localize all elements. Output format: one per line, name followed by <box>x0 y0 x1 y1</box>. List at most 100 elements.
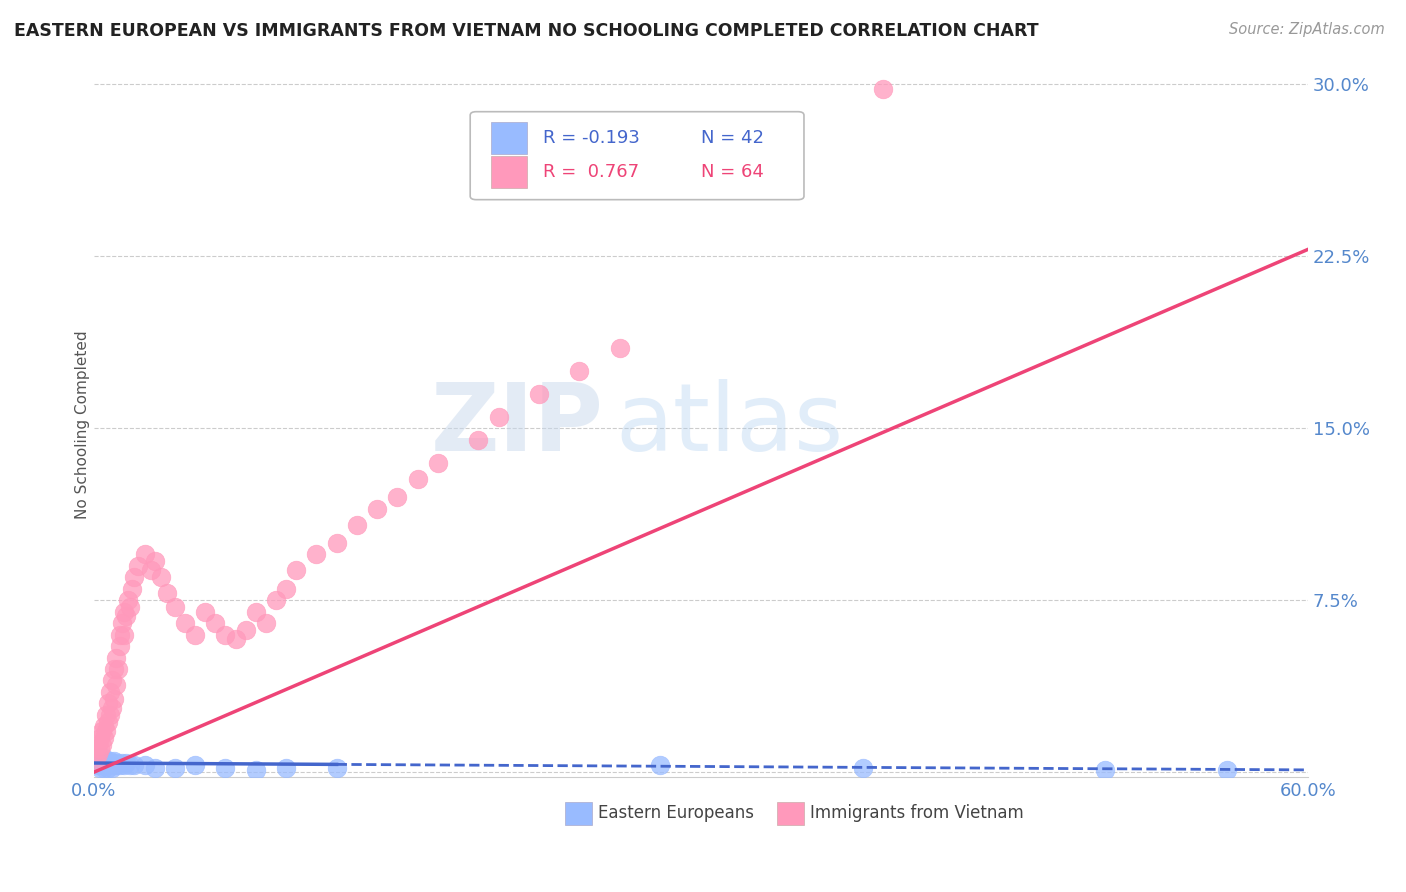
Point <box>852 761 875 775</box>
Point <box>163 761 186 775</box>
Point <box>87 754 110 768</box>
Point <box>214 627 236 641</box>
Point <box>91 723 114 738</box>
Text: R =  0.767: R = 0.767 <box>543 162 640 180</box>
Point <box>139 564 162 578</box>
Point <box>93 761 115 775</box>
Point <box>346 517 368 532</box>
Point <box>101 673 124 688</box>
Point <box>103 662 125 676</box>
Point <box>98 754 121 768</box>
Point <box>89 742 111 756</box>
Point <box>89 761 111 775</box>
Point <box>325 761 347 775</box>
Point <box>105 678 128 692</box>
Point <box>93 731 115 745</box>
Point <box>110 758 132 772</box>
Point <box>97 756 120 770</box>
Point <box>194 605 217 619</box>
FancyBboxPatch shape <box>470 112 804 200</box>
Point <box>225 632 247 647</box>
Point <box>214 761 236 775</box>
Point <box>325 536 347 550</box>
Point <box>204 616 226 631</box>
Point <box>84 754 107 768</box>
Point <box>98 707 121 722</box>
Point <box>84 756 107 770</box>
Y-axis label: No Schooling Completed: No Schooling Completed <box>76 331 90 519</box>
Point <box>94 754 117 768</box>
Point <box>91 758 114 772</box>
Point <box>115 609 138 624</box>
Bar <box>565 802 592 824</box>
Point <box>274 582 297 596</box>
Text: Eastern Europeans: Eastern Europeans <box>598 805 754 822</box>
Point <box>115 756 138 770</box>
Point <box>650 758 672 772</box>
Point <box>264 593 287 607</box>
Point <box>93 756 115 770</box>
Text: R = -0.193: R = -0.193 <box>543 129 640 147</box>
Text: N = 64: N = 64 <box>700 162 763 180</box>
Point <box>184 758 207 772</box>
Point <box>149 570 172 584</box>
Text: ZIP: ZIP <box>430 379 603 471</box>
Point <box>254 616 277 631</box>
Point <box>426 456 449 470</box>
Text: EASTERN EUROPEAN VS IMMIGRANTS FROM VIETNAM NO SCHOOLING COMPLETED CORRELATION C: EASTERN EUROPEAN VS IMMIGRANTS FROM VIET… <box>14 22 1039 40</box>
Point <box>107 662 129 676</box>
Point <box>93 751 115 765</box>
Text: atlas: atlas <box>616 379 844 471</box>
Text: Source: ZipAtlas.com: Source: ZipAtlas.com <box>1229 22 1385 37</box>
Point <box>101 756 124 770</box>
Point <box>103 754 125 768</box>
Point <box>105 758 128 772</box>
Point <box>110 639 132 653</box>
Point <box>111 756 134 770</box>
Point <box>235 623 257 637</box>
Point <box>872 82 894 96</box>
Point <box>112 627 135 641</box>
Point <box>89 756 111 770</box>
Point <box>1216 763 1239 777</box>
Point <box>124 570 146 584</box>
Point <box>87 738 110 752</box>
Point <box>184 627 207 641</box>
Point <box>245 763 267 777</box>
Point <box>94 723 117 738</box>
Point <box>107 756 129 770</box>
Point <box>1094 763 1116 777</box>
Point <box>156 586 179 600</box>
Point <box>366 501 388 516</box>
Point <box>127 558 149 573</box>
Point <box>91 738 114 752</box>
Point <box>91 754 114 768</box>
Point <box>112 758 135 772</box>
Point <box>488 409 510 424</box>
Point <box>97 697 120 711</box>
Point <box>98 758 121 772</box>
Point <box>134 758 156 772</box>
Point <box>305 548 328 562</box>
Point <box>101 701 124 715</box>
Point <box>94 756 117 770</box>
Point <box>103 758 125 772</box>
Point <box>87 747 110 761</box>
Point <box>163 600 186 615</box>
Point <box>97 761 120 775</box>
Point <box>89 751 111 765</box>
Point <box>111 616 134 631</box>
Point <box>406 472 429 486</box>
Point <box>112 605 135 619</box>
Point <box>143 554 166 568</box>
Point <box>568 364 591 378</box>
Point <box>94 758 117 772</box>
Text: N = 42: N = 42 <box>700 129 763 147</box>
Point <box>97 714 120 729</box>
Point <box>89 731 111 745</box>
Point <box>120 758 142 772</box>
Point <box>245 605 267 619</box>
Bar <box>778 802 804 824</box>
Point <box>527 387 550 401</box>
Point <box>134 548 156 562</box>
